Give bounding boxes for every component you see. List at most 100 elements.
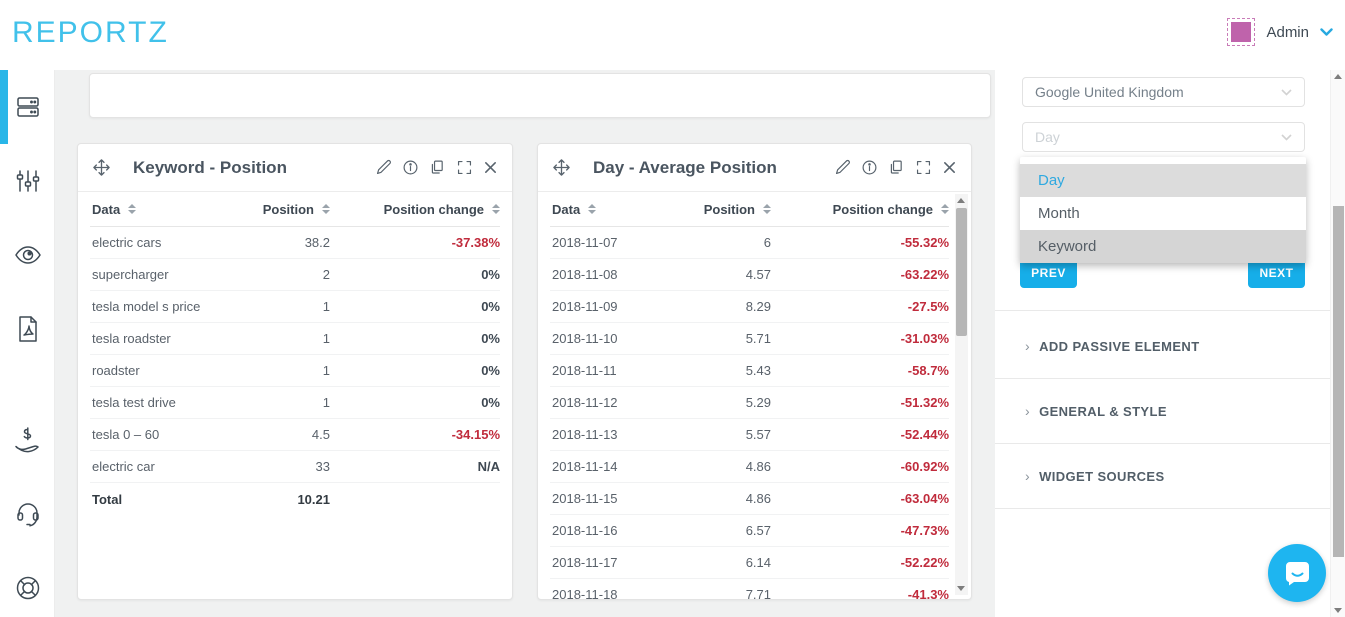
table-row: electric car 33 N/A — [90, 451, 500, 483]
sort-icon[interactable] — [588, 204, 597, 214]
left-sidebar — [0, 70, 55, 617]
sidebar-item-data-widgets[interactable] — [0, 70, 55, 144]
cell-position-change: -51.32% — [900, 395, 949, 410]
chat-bubble-icon — [1285, 562, 1309, 586]
reportz-logo[interactable]: REPORTZ — [12, 16, 169, 49]
widget-scrollbar[interactable] — [955, 194, 968, 595]
sidebar-item-filters[interactable] — [0, 144, 55, 218]
fullscreen-icon[interactable] — [456, 159, 473, 176]
cell-data: 2018-11-11 — [552, 363, 617, 378]
cell-position-change: 0% — [481, 299, 500, 314]
scroll-up-arrow[interactable] — [957, 198, 965, 203]
cell-position-change: -60.92% — [900, 459, 949, 474]
cell-position: 1 — [322, 299, 330, 314]
sort-icon[interactable] — [941, 204, 949, 214]
widget-partial-top — [89, 73, 991, 118]
cell-data: 2018-11-12 — [552, 395, 618, 410]
sidebar-item-preview[interactable] — [0, 218, 55, 292]
sort-icon[interactable] — [763, 204, 771, 214]
move-handle-icon[interactable] — [92, 158, 111, 177]
sidebar-item-support[interactable] — [0, 477, 55, 551]
sort-icon[interactable] — [492, 204, 500, 214]
duplicate-icon[interactable] — [888, 159, 905, 176]
scroll-down-arrow[interactable] — [957, 586, 965, 591]
data-widgets-icon — [16, 97, 39, 117]
cell-data: tesla test drive — [92, 395, 176, 410]
cell-data: 2018-11-13 — [552, 427, 618, 442]
cell-position: 4.86 — [745, 459, 771, 474]
column-header-data[interactable]: Data — [90, 202, 240, 217]
scroll-up-arrow[interactable] — [1334, 74, 1342, 79]
table-row: 2018-11-15 4.86 -63.04% — [550, 483, 949, 515]
column-header-position-change[interactable]: Position change — [330, 202, 500, 217]
table-row: 2018-11-09 8.29 -27.5% — [550, 291, 949, 323]
sidebar-item-pdf-export[interactable] — [0, 292, 55, 366]
cell-position: 38.2 — [304, 235, 330, 250]
cell-position: 5.29 — [745, 395, 771, 410]
table-row: 2018-11-10 5.71 -31.03% — [550, 323, 949, 355]
section-general-style[interactable]: › GENERAL & STYLE — [1025, 403, 1167, 419]
cell-position: 6 — [763, 235, 771, 250]
cell-data: 2018-11-15 — [552, 491, 618, 506]
eye-icon — [14, 246, 41, 264]
info-icon[interactable] — [402, 159, 419, 176]
scrollbar-thumb[interactable] — [956, 208, 967, 336]
chat-launcher-button[interactable] — [1268, 544, 1326, 602]
table-row: 2018-11-08 4.57 -63.22% — [550, 259, 949, 291]
cell-position: 2 — [322, 267, 330, 282]
widget-title: Day - Average Position — [593, 157, 777, 177]
cell-position-change: -58.7% — [907, 363, 949, 378]
chevron-down-icon — [1281, 133, 1292, 141]
cell-data: tesla model s price — [92, 299, 201, 314]
group-by-placeholder: Day — [1035, 129, 1060, 145]
widget-header: Day - Average Position — [538, 144, 971, 192]
keyword-position-table: Data Position Position change electric c… — [90, 192, 500, 515]
section-add-passive-element[interactable]: › ADD PASSIVE ELEMENT — [1025, 338, 1200, 354]
edit-icon[interactable] — [834, 159, 851, 176]
scrollbar-thumb[interactable] — [1333, 206, 1344, 557]
cell-data: tesla roadster — [92, 331, 171, 346]
sort-icon[interactable] — [322, 204, 330, 214]
cell-position-change: -47.73% — [900, 523, 949, 538]
sort-icon[interactable] — [128, 204, 137, 214]
chevron-right-icon: › — [1025, 468, 1031, 484]
hand-dollar-icon — [14, 427, 39, 453]
cell-position: 5.71 — [745, 331, 771, 346]
group-by-select[interactable]: Day — [1022, 122, 1305, 152]
total-position: 10.21 — [297, 491, 330, 507]
divider — [995, 310, 1330, 311]
scroll-down-arrow[interactable] — [1334, 608, 1342, 613]
duplicate-icon[interactable] — [429, 159, 446, 176]
cell-position-change: -52.22% — [900, 555, 949, 570]
section-widget-sources[interactable]: › WIDGET SOURCES — [1025, 468, 1165, 484]
headset-icon — [16, 503, 39, 527]
sidebar-item-billing[interactable] — [0, 403, 55, 477]
column-header-position[interactable]: Position — [240, 202, 330, 217]
close-icon[interactable] — [483, 160, 498, 175]
column-header-position-change[interactable]: Position change — [771, 202, 949, 217]
edit-icon[interactable] — [375, 159, 392, 176]
table-row: roadster 1 0% — [90, 355, 500, 387]
table-row: tesla 0 – 60 4.5 -34.15% — [90, 419, 500, 451]
table-row: tesla test drive 1 0% — [90, 387, 500, 419]
column-header-data[interactable]: Data — [550, 202, 681, 217]
user-avatar[interactable] — [1227, 18, 1256, 46]
cell-position-change: 0% — [481, 267, 500, 282]
page-scrollbar[interactable] — [1330, 70, 1345, 617]
close-icon[interactable] — [942, 160, 957, 175]
fullscreen-icon[interactable] — [915, 159, 932, 176]
cell-position-change: -31.03% — [900, 331, 949, 346]
dropdown-option[interactable]: Month — [1038, 205, 1080, 222]
dropdown-option[interactable]: Keyword — [1020, 230, 1306, 263]
cell-data: 2018-11-07 — [552, 235, 618, 250]
source-select[interactable]: Google United Kingdom — [1022, 77, 1305, 107]
dropdown-option[interactable]: Day — [1020, 164, 1306, 197]
user-menu[interactable]: Admin — [1227, 18, 1333, 46]
widget-keyword-position: Keyword - Position Data Position — [77, 143, 513, 600]
table-row: 2018-11-17 6.14 -52.22% — [550, 547, 949, 579]
cell-data: electric cars — [92, 235, 162, 250]
move-handle-icon[interactable] — [552, 158, 571, 177]
column-header-position[interactable]: Position — [681, 202, 771, 217]
sidebar-item-help[interactable] — [0, 551, 55, 617]
info-icon[interactable] — [861, 159, 878, 176]
